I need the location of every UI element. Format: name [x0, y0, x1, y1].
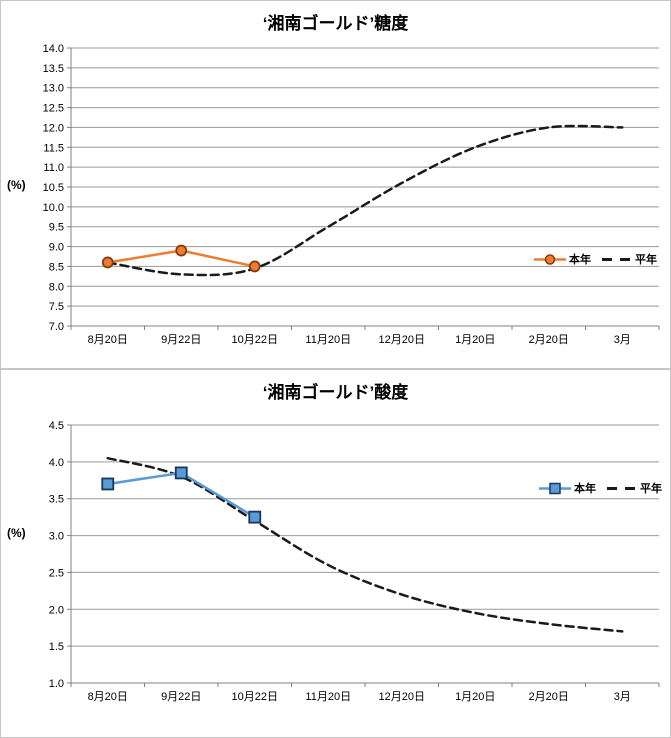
data-point-this-year	[101, 477, 115, 491]
y-tick-label: 4.0	[49, 457, 64, 469]
y-tick-label: 7.5	[49, 301, 64, 313]
x-tick-label: 1月20日	[455, 334, 495, 346]
data-point-this-year	[175, 244, 188, 257]
y-tick-label: 13.0	[43, 83, 64, 95]
legend-label-average: 平年	[635, 254, 657, 266]
x-tick-label: 9月22日	[161, 691, 201, 703]
x-tick-label: 2月20日	[529, 334, 569, 346]
x-tick-label: 1月20日	[455, 691, 495, 703]
legend-item-average: 平年	[600, 251, 657, 267]
y-tick-label: 8.5	[49, 261, 64, 273]
y-tick-label: 14.0	[43, 43, 64, 55]
y-axis-unit-label: (%)	[7, 526, 26, 540]
data-point-this-year	[248, 260, 261, 273]
y-tick-label: 13.5	[43, 63, 64, 75]
chart-title-sugar: ‘湘南ゴールド’糖度	[262, 14, 409, 33]
acidity-chart: ‘湘南ゴールド’酸度 (%) 4.5 4.0 3.5 3.0 2.5 2.0 1.5 1.0 8…	[0, 369, 671, 738]
x-tick-label: 8月20日	[88, 691, 128, 703]
y-tick-label: 10.0	[43, 202, 64, 214]
legend-label-average: 平年	[640, 483, 662, 495]
legend-swatch-average	[607, 486, 635, 490]
x-tick-label: 8月20日	[88, 334, 128, 346]
y-tick-label: 12.0	[43, 122, 64, 134]
legend-label-this-year: 本年	[569, 254, 591, 266]
legend-sugar: 本年 平年	[534, 251, 657, 267]
x-tick-label: 2月20日	[529, 691, 569, 703]
x-tick-label: 3月	[614, 334, 631, 346]
x-tick-label: 12月20日	[379, 691, 425, 703]
acidity-chart-plot-area: 4.5 4.0 3.5 3.0 2.5 2.0 1.5 1.0 8月20日 9月22日 10月22日…	[49, 420, 660, 703]
x-tick-label: 10月22日	[232, 334, 278, 346]
y-tick-label: 4.5	[49, 420, 64, 432]
y-axis-unit-label: (%)	[7, 178, 26, 192]
legend-label-this-year: 本年	[574, 483, 596, 495]
y-tick-label: 1.5	[49, 641, 64, 653]
legend-swatch-this-year	[534, 253, 566, 265]
series-line-average	[106, 456, 624, 633]
legend-swatch-this-year	[539, 482, 571, 494]
y-tick-label: 9.0	[49, 242, 64, 254]
sugar-content-chart: ‘湘南ゴールド’糖度 (%) 14.0 13.5 13.0 12.5 12.0 11.5 1…	[0, 0, 671, 369]
legend-swatch-average	[602, 257, 630, 261]
series-line-average	[106, 124, 624, 277]
y-tick-label: 10.5	[43, 182, 64, 194]
y-tick-label: 2.5	[49, 567, 64, 579]
x-tick-label: 9月22日	[161, 334, 201, 346]
legend-acidity: 本年 平年	[539, 480, 662, 496]
legend-marker	[549, 482, 561, 494]
y-tick-label: 12.5	[43, 103, 64, 115]
chart-title-acidity: ‘湘南ゴールド’酸度	[262, 383, 409, 402]
y-tick-label: 11.0	[43, 162, 64, 174]
y-tick-label: 8.0	[49, 281, 64, 293]
x-tick-label: 11月20日	[305, 691, 351, 703]
x-tick-label: 10月22日	[232, 691, 278, 703]
y-tick-label: 2.0	[49, 604, 64, 616]
y-tick-label: 11.5	[43, 142, 64, 154]
data-point-this-year	[248, 510, 262, 524]
y-tick-label: 3.5	[49, 494, 64, 506]
y-tick-label: 9.5	[49, 222, 64, 234]
y-tick-label: 7.0	[49, 321, 64, 333]
legend-item-this-year: 本年	[534, 251, 591, 267]
y-tick-label: 1.0	[49, 678, 64, 690]
legend-marker	[544, 253, 556, 265]
data-point-this-year	[174, 466, 188, 480]
legend-item-average: 平年	[605, 480, 662, 496]
x-tick-label: 12月20日	[379, 334, 425, 346]
y-tick-label: 3.0	[49, 531, 64, 543]
legend-item-this-year: 本年	[539, 480, 596, 496]
x-tick-label: 3月	[614, 691, 631, 703]
series-line-this-year	[106, 471, 256, 519]
sugar-chart-plot-area: 14.0 13.5 13.0 12.5 12.0 11.5 11.0 10.5 10.0 9.5 9…	[43, 43, 660, 346]
data-point-this-year	[101, 256, 114, 269]
x-tick-label: 11月20日	[305, 334, 351, 346]
